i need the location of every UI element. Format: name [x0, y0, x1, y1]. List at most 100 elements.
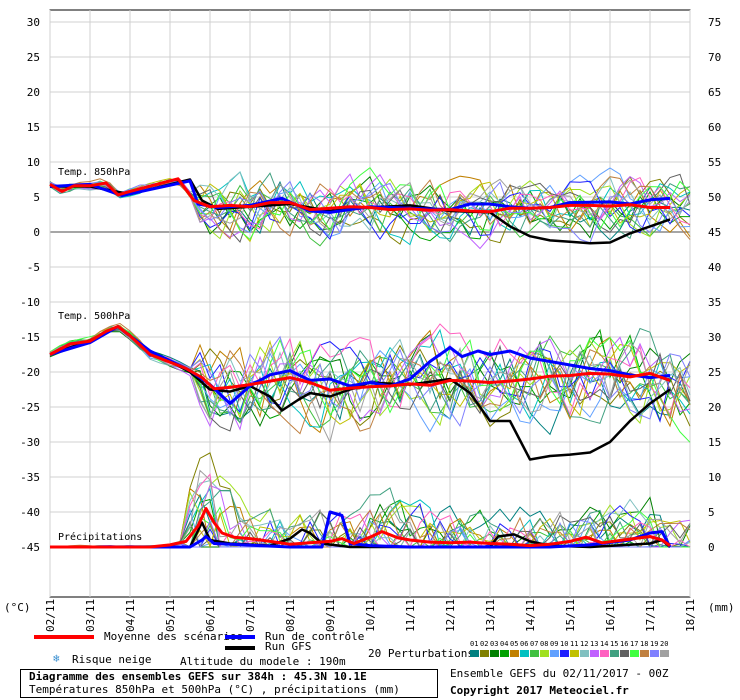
x-tick-label: 12/11	[444, 599, 457, 632]
right-tick-label: 45	[708, 226, 721, 239]
perturbation-id: 08	[540, 640, 549, 648]
perturbation-id: 12	[580, 640, 589, 648]
left-tick-label: 30	[27, 16, 40, 29]
x-tick-label: 06/11	[204, 599, 217, 632]
grid	[49, 10, 691, 597]
perturbation-number-row: 01 02 03 04 05 06 07 08 09 10 11 12 13 14 15 16 17 18 19 20	[470, 640, 670, 648]
perturbation-swatch	[560, 650, 569, 657]
perturbation-id: 10	[560, 640, 569, 648]
perturbation-id: 09	[550, 640, 559, 648]
perturbation-id: 07	[530, 640, 539, 648]
footer-title: Diagramme des ensembles GEFS sur 384h : …	[29, 670, 367, 683]
left-tick-label: -20	[20, 366, 40, 379]
right-tick-label: 50	[708, 191, 721, 204]
snowflake-icon: ❄	[53, 652, 60, 665]
perturbation-line	[49, 326, 691, 443]
perturbation-swatch	[520, 650, 529, 657]
perturbation-id: 17	[630, 640, 639, 648]
right-tick-label: 30	[708, 331, 721, 344]
main-series-lines	[49, 177, 672, 549]
x-tick-label: 09/11	[324, 599, 337, 632]
legend-label-mean: Moyenne des scénarios	[104, 630, 244, 643]
right-tick-label: 0	[708, 541, 715, 554]
perturbation-swatch	[500, 650, 509, 657]
legend-swatch-mean	[34, 635, 94, 639]
perturbation-id: 20	[660, 640, 669, 648]
perturbation-id: 02	[480, 640, 489, 648]
right-tick-label: 25	[708, 366, 721, 379]
perturbation-id: 19	[650, 640, 659, 648]
run-info: Ensemble GEFS du 02/11/2017 - 00Z	[450, 667, 669, 680]
perturbation-swatch	[510, 650, 519, 657]
left-tick-label: -35	[20, 471, 40, 484]
series-line-2-precip	[50, 521, 671, 549]
perturbation-swatch	[590, 650, 599, 657]
perturbation-line	[49, 176, 691, 240]
x-tick-label: 14/11	[524, 599, 537, 632]
left-tick-label: -40	[20, 506, 40, 519]
left-tick-label: -30	[20, 436, 40, 449]
series-line-0-precip	[50, 507, 671, 549]
x-tick-label: 17/11	[644, 599, 657, 632]
right-tick-label: 40	[708, 261, 721, 274]
left-tick-label: -15	[20, 331, 40, 344]
perturbations-label: 20 Perturbations	[368, 647, 474, 660]
legend-label-gfs: Run GFS	[265, 640, 312, 653]
series-line-0-t850	[49, 177, 670, 214]
altitude-label: Altitude du modele : 190m	[180, 655, 346, 668]
left-tick-label: -25	[20, 401, 40, 414]
perturbation-id: 06	[520, 640, 529, 648]
perturbation-id: 13	[590, 640, 599, 648]
perturbation-swatch	[630, 650, 639, 657]
left-tick-label: 5	[33, 191, 40, 204]
panel-label-t850: Temp. 850hPa	[58, 167, 130, 178]
right-tick-label: 10	[708, 471, 721, 484]
left-axis-ticks: 30 25 20 15 10 5 0 -5 -10 -15 -20 -25 -30 -35 -40 -45	[20, 16, 40, 554]
x-tick-label: 11/11	[404, 599, 417, 632]
left-tick-label: 0	[33, 226, 40, 239]
perturbation-id: 11	[570, 640, 579, 648]
left-tick-label: -10	[20, 296, 40, 309]
right-tick-label: 70	[708, 51, 721, 64]
perturbation-swatch	[640, 650, 649, 657]
perturbation-swatch	[550, 650, 559, 657]
x-tick-label: 15/11	[564, 599, 577, 632]
footer-info-box: Diagramme des ensembles GEFS sur 384h : …	[20, 669, 438, 698]
perturbation-swatch	[580, 650, 589, 657]
x-axis-ticks: 02/11 03/11 04/11 05/11 06/11 07/11 08/11 09/11…	[44, 599, 697, 632]
x-tick-label: 03/11	[84, 599, 97, 632]
x-tick-label: 04/11	[124, 599, 137, 632]
left-tick-label: -45	[20, 541, 40, 554]
perturbation-id: 03	[490, 640, 499, 648]
x-tick-label: 05/11	[164, 599, 177, 632]
perturbation-id: 14	[600, 640, 609, 648]
perturbation-swatch	[570, 650, 579, 657]
series-line-0-t500	[49, 325, 671, 392]
legend-label-snow: Risque neige	[72, 653, 152, 666]
perturbation-id: 01	[470, 640, 479, 648]
panel-label-precip: Précipitations	[58, 531, 142, 543]
left-tick-label: 10	[27, 156, 40, 169]
copyright: Copyright 2017 Meteociel.fr	[450, 684, 629, 697]
perturbation-swatch	[530, 650, 539, 657]
perturbation-swatch	[540, 650, 549, 657]
legend-swatch-control	[225, 635, 255, 639]
perturbation-swatch	[600, 650, 609, 657]
right-tick-label: 20	[708, 401, 721, 414]
perturbation-swatch	[620, 650, 629, 657]
x-tick-label: 02/11	[44, 599, 57, 632]
perturbation-id: 18	[640, 640, 649, 648]
legend-label-control: Run de contrôle	[265, 630, 365, 643]
perturbation-id: 04	[500, 640, 509, 648]
right-tick-label: 35	[708, 296, 721, 309]
right-tick-label: 65	[708, 86, 721, 99]
right-tick-label: 55	[708, 156, 721, 169]
right-tick-label: 75	[708, 16, 721, 29]
left-tick-label: -5	[27, 261, 40, 274]
footer-subtitle: Températures 850hPa et 500hPa (°C) , pré…	[29, 683, 400, 696]
right-tick-label: 5	[708, 506, 715, 519]
x-tick-label: 07/11	[244, 599, 257, 632]
right-tick-label: 15	[708, 436, 721, 449]
